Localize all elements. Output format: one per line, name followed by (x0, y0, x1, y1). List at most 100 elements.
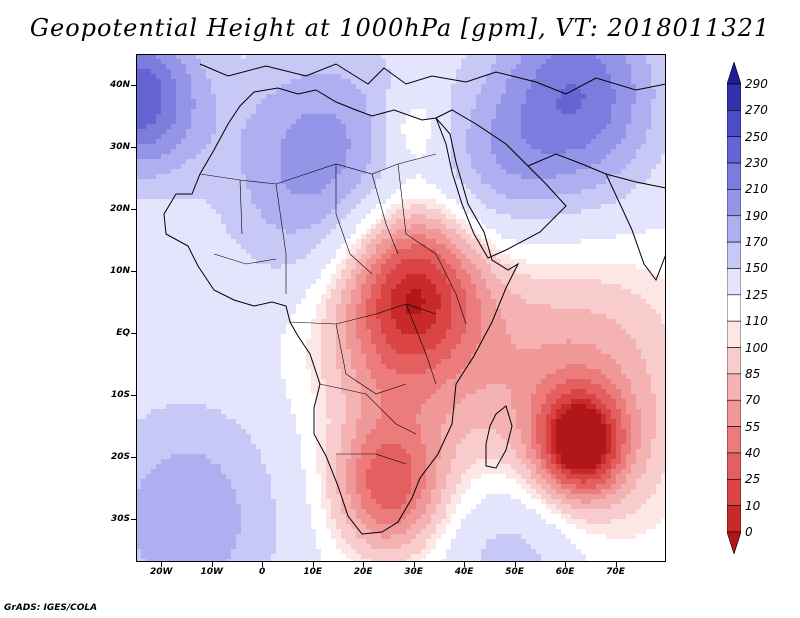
field-cell (266, 199, 272, 205)
field-cell (326, 189, 332, 195)
field-cell (531, 194, 537, 200)
field-cell (346, 119, 352, 125)
field-cell (651, 204, 657, 210)
field-cell (536, 274, 542, 280)
field-cell (336, 89, 342, 95)
field-cell (266, 134, 272, 140)
field-cell (201, 99, 207, 105)
field-cell (526, 249, 532, 255)
field-cell (561, 104, 567, 110)
field-cell (621, 64, 627, 70)
field-cell (331, 114, 337, 120)
field-cell (591, 264, 597, 270)
field-cell (331, 214, 337, 220)
field-cell (221, 69, 227, 75)
field-cell (481, 124, 487, 130)
field-cell (461, 54, 467, 60)
field-cell (136, 174, 142, 180)
field-cell (341, 74, 347, 80)
field-cell (226, 279, 232, 285)
field-cell (136, 154, 142, 160)
field-cell (516, 99, 522, 105)
field-cell (651, 114, 657, 120)
field-cell (221, 279, 227, 285)
field-cell (241, 79, 247, 85)
field-cell (446, 84, 452, 90)
field-cell (326, 214, 332, 220)
field-cell (301, 224, 307, 230)
field-cell (201, 249, 207, 255)
field-cell (586, 284, 592, 290)
field-cell (201, 129, 207, 135)
field-cell (501, 149, 507, 155)
field-cell (481, 269, 487, 275)
field-cell (261, 264, 267, 270)
field-cell (476, 79, 482, 85)
field-cell (271, 164, 277, 170)
field-cell (326, 129, 332, 135)
field-cell (291, 144, 297, 150)
field-cell (451, 84, 457, 90)
field-cell (621, 269, 627, 275)
field-cell (646, 149, 652, 155)
field-cell (301, 54, 307, 60)
field-cell (341, 159, 347, 165)
field-cell (221, 149, 227, 155)
field-cell (471, 224, 477, 230)
field-cell (451, 129, 457, 135)
field-cell (386, 154, 392, 160)
field-cell (641, 264, 647, 270)
field-cell (616, 184, 622, 190)
field-cell (201, 189, 207, 195)
field-cell (321, 199, 327, 205)
field-cell (531, 154, 537, 160)
field-cell (321, 184, 327, 190)
field-cell (406, 159, 412, 165)
field-cell (456, 244, 462, 250)
field-cell (286, 59, 292, 65)
field-cell (516, 134, 522, 140)
field-cell (401, 194, 407, 200)
field-cell (606, 204, 612, 210)
field-cell (331, 239, 337, 245)
field-cell (486, 179, 492, 185)
field-cell (656, 164, 662, 170)
field-cell (491, 54, 497, 60)
field-cell (371, 139, 377, 145)
field-cell (641, 249, 647, 255)
field-cell (196, 124, 202, 130)
field-cell (231, 199, 237, 205)
field-cell (146, 289, 152, 295)
field-cell (321, 194, 327, 200)
field-cell (276, 219, 282, 225)
field-cell (556, 219, 562, 225)
field-cell (211, 209, 217, 215)
field-cell (236, 189, 242, 195)
field-cell (651, 284, 657, 290)
field-cell (411, 284, 417, 290)
field-cell (616, 284, 622, 290)
field-cell (311, 234, 317, 240)
field-cell (371, 144, 377, 150)
field-cell (251, 274, 257, 280)
field-cell (161, 94, 167, 100)
field-cell (491, 59, 497, 65)
field-cell (531, 224, 537, 230)
field-cell (441, 194, 447, 200)
field-cell (606, 144, 612, 150)
field-cell (506, 219, 512, 225)
field-cell (256, 104, 262, 110)
field-cell (601, 179, 607, 185)
field-cell (366, 64, 372, 70)
field-cell (281, 209, 287, 215)
field-cell (486, 109, 492, 115)
field-cell (526, 244, 532, 250)
field-cell (216, 229, 222, 235)
field-cell (141, 284, 147, 290)
field-cell (396, 189, 402, 195)
field-cell (381, 74, 387, 80)
field-cell (331, 104, 337, 110)
field-cell (616, 99, 622, 105)
field-cell (206, 194, 212, 200)
field-cell (156, 144, 162, 150)
